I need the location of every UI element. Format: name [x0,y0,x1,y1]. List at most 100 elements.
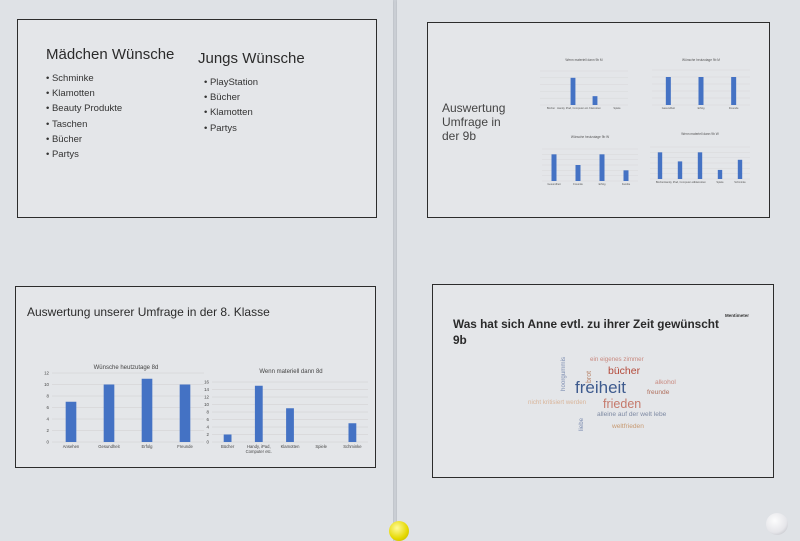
list-item: Bücher [204,90,258,105]
y-tick-label: 0 [207,440,210,445]
word-liebe: liebe [578,417,585,431]
word-hoorgummis: hoorgummis [560,356,567,391]
x-category-label: Handy, iPad, Computer etc. [246,444,272,454]
label-line: Handy, iPad, [247,444,271,449]
bar [737,159,743,179]
list-item: PlayStation [204,75,258,90]
mini-chart-title: Wenn materiell dann 9b W [681,132,719,136]
word-freiheit: freiheit [575,378,627,397]
x-category-label: Spiele [716,180,724,184]
bar [551,154,557,181]
mini-bar-chart: Wünsche heutzutage 9b W Gesundheit Freunde… [542,135,638,186]
x-category-label: Gesundheit [98,444,120,449]
slide-8-title: Auswertung unserer Umfrage in der 8. Kla… [27,305,270,319]
bar [592,96,598,105]
y-tick-label: 0 [47,440,50,445]
word-freunde: freunde [647,389,670,396]
bar [223,434,232,442]
x-category-label: Klamotten [589,106,601,110]
label-line: Computer etc. [246,449,272,454]
x-category-label: Freunde [177,444,193,449]
mini-bar-chart: Wenn materiell dann 9b M Bücher Handy, iPa… [540,58,628,110]
bar [599,154,605,181]
word-weltfrieden: weltfrieden [612,423,644,430]
list-item: Bücher [46,132,122,147]
y-tick-label: 2 [207,432,210,437]
bar [65,401,77,442]
x-category-label: Schminke [734,180,746,184]
bar [141,378,153,442]
list-item: Beauty Produkte [46,101,122,116]
list-item: Taschen [46,117,122,132]
mini-bar-chart: Wenn materiell dann 9b W Bücher Handy, iPa… [650,132,750,184]
word-buecher: bücher [608,365,641,377]
slide-wishes: Mädchen Wünsche Schminke Klamotten Beaut… [17,19,377,218]
x-category-label: Erfolg [599,182,606,186]
x-category-label: Spiele [315,444,327,449]
bar [717,169,723,179]
bar [731,77,737,105]
y-tick-label: 10 [204,402,209,407]
x-category-label: Spiele [613,106,621,110]
bar-chart: Wenn materiell dann 8d 0 2 4 6 8 10 12 14 16 Büche… [204,369,368,454]
mini-chart-title: Wünsche heutzutage 9b M [682,58,720,62]
word-brot: brot [586,370,593,383]
y-tick-label: 6 [47,405,50,410]
x-category-label: Erfolg [698,106,705,110]
y-tick-label: 2 [47,428,50,433]
title-line: der 9b [442,129,477,143]
list-item: Partys [204,121,258,136]
y-tick-label: 12 [44,371,49,376]
x-category-label: Bücher [547,106,555,110]
x-category-label: Bücher [221,444,235,449]
y-tick-label: 4 [47,417,50,422]
charts-8d: Wünsche heutzutage 8d 0 2 4 6 8 10 12 Ansehen Ges… [44,365,368,454]
x-category-label: Erfolg [142,444,154,449]
boys-wishes-title: Jungs Wünsche [198,50,305,67]
word-alkohol: alkohol [655,379,676,386]
bar [103,384,115,442]
bar [697,152,703,179]
y-tick-label: 8 [47,394,50,399]
girls-wishes-title: Mädchen Wünsche [46,46,175,63]
y-tick-label: 12 [204,395,209,400]
x-category-label: Bücher [656,180,664,184]
y-tick-label: 14 [204,387,209,392]
mini-chart-title: Wenn materiell dann 9b M [565,58,602,62]
bar [286,408,294,442]
y-tick-label: 8 [207,410,210,415]
x-category-label: Klamotten [281,444,301,449]
word-cloud-question: Was hat sich Anne evtl. zu ihrer Zeit ge… [453,317,719,347]
word-eigenes-zimmer: ein eigenes zimmer [590,356,644,363]
x-category-label: Handy, iPad, Computer etc. [664,180,696,184]
mentimeter-logo: Mentimeter [725,313,750,318]
y-tick-label: 6 [207,417,210,422]
x-category-label: Freunde [729,106,739,110]
bar [677,161,683,179]
chart-title: Wenn materiell dann 8d [259,369,322,375]
chart-title: Wünsche heutzutage 8d [94,365,159,371]
list-item: Klamotten [46,86,122,101]
bar [575,165,581,181]
girls-wishes-list: Schminke Klamotten Beauty Produkte Tasch… [46,71,122,162]
bar [665,77,671,105]
x-category-label: Schminke [343,444,362,449]
y-tick-label: 16 [204,380,209,385]
boys-wishes-list: PlayStation Bücher Klamotten Partys [204,75,258,136]
list-item: Klamotten [204,105,258,120]
x-category-label: Freunde [573,182,583,186]
clear-thumbtack [766,513,788,535]
slide-survey-9b: Auswertung Umfrage in der 9b Wenn materi… [427,22,770,218]
bar [348,423,357,442]
x-category-label: Gesundheit [547,182,561,186]
word-alleine-auf-der-welt: alleine auf der welt lebe [597,411,667,418]
x-category-label: Gesundheit [662,106,676,110]
mini-chart-title: Wünsche heutzutage 9b W [571,135,609,139]
y-tick-label: 10 [44,382,49,387]
word-nicht-kritisiert: nicht kritisiert werden [528,399,587,406]
bar [623,170,629,181]
slide-word-cloud: Was hat sich Anne evtl. zu ihrer Zeit ge… [432,284,774,478]
word-frieden: frieden [603,397,642,411]
bar [657,152,663,179]
